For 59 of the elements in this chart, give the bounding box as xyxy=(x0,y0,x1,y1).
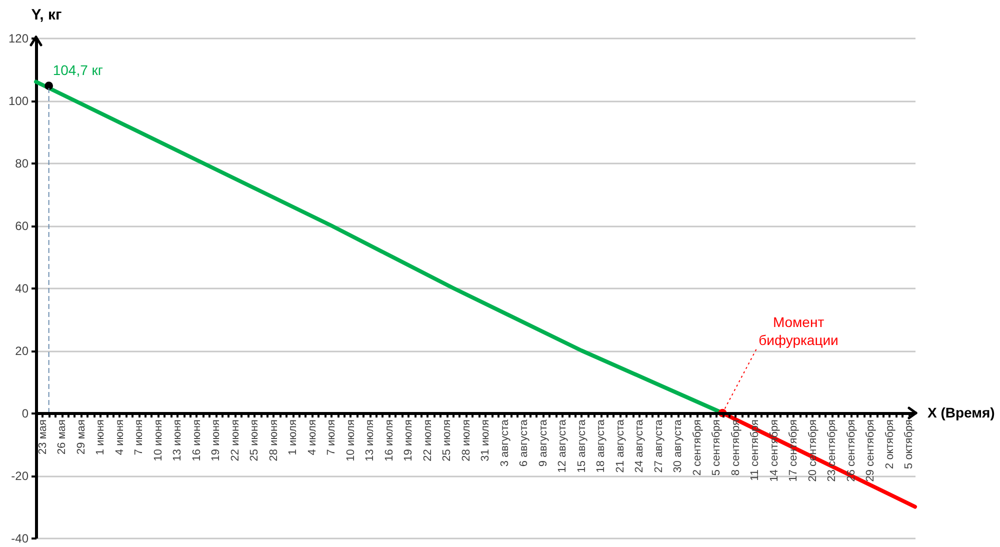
y-tick-label: 120 xyxy=(8,32,29,46)
x-tick-label: 29 сентября xyxy=(864,419,877,482)
x-tick-label: 31 июля xyxy=(480,419,492,462)
x-tick-label: 5 октября xyxy=(903,419,916,469)
x-tick-label: 20 сентября xyxy=(806,419,819,482)
x-tick-label: 4 июня xyxy=(114,419,126,456)
x-tick-label: 26 сентября xyxy=(845,419,858,482)
x-tick-label: 5 сентября xyxy=(710,419,723,476)
x-tick-label: 1 июня xyxy=(94,419,107,456)
x-tick-label: 2 октября xyxy=(884,419,896,469)
x-tick-label: 4 июля xyxy=(306,419,318,456)
x-tick-label: 13 июня xyxy=(172,419,184,462)
x-tick-label: 17 сентября xyxy=(788,419,800,482)
x-tick-label: 12 августа xyxy=(556,418,569,473)
x-tick-label: 10 июня xyxy=(152,419,164,462)
x-tick-label: 19 июля xyxy=(402,419,415,462)
x-tick-label: 18 августа xyxy=(595,418,608,473)
x-tick-label: 16 июля xyxy=(383,419,396,462)
x-axis-title: X (Время) xyxy=(928,404,995,420)
x-tick-label: 29 мая xyxy=(75,419,88,454)
x-tick-label: 1 июля xyxy=(287,419,300,456)
y-tick-label: 20 xyxy=(15,344,29,358)
x-tick-label: 25 июля xyxy=(441,419,454,462)
x-tick-label: 23 сентября xyxy=(826,419,838,482)
x-tick-label: 15 августа xyxy=(576,418,588,473)
x-tick-label: 23 мая xyxy=(36,419,49,454)
x-tick-label: 24 августа xyxy=(634,418,646,473)
x-tick-label: 7 июля xyxy=(326,419,338,456)
x-tick-label: 21 августа xyxy=(614,418,626,473)
y-tick-label: -40 xyxy=(11,532,29,546)
x-tick-label: 19 июня xyxy=(210,419,222,462)
x-tick-label: 26 мая xyxy=(56,419,68,454)
x-tick-label: 10 июля xyxy=(344,419,357,462)
y-tick-label: -20 xyxy=(11,469,29,483)
annotation: Момент бифуркации xyxy=(758,314,838,348)
x-tick-label: 16 июня xyxy=(190,419,203,462)
x-tick-label: 14 сентября xyxy=(768,419,780,482)
x-tick-label: 2 сентября xyxy=(691,419,704,476)
y-tick-label: 60 xyxy=(15,219,29,233)
y-axis-title: Y, кг xyxy=(31,6,62,24)
x-tick-label: 11 сентября xyxy=(749,419,762,481)
x-tick-label: 30 августа xyxy=(672,418,684,473)
x-tick-label: 6 августа xyxy=(518,418,530,467)
x-tick-label: 22 июля xyxy=(422,419,434,462)
y-tick-label: 80 xyxy=(15,156,29,170)
x-tick-label: 9 августа xyxy=(537,418,550,467)
x-tick-label: 13 июля xyxy=(364,419,376,462)
y-tick-label: 0 xyxy=(22,406,29,420)
x-tick-label: 25 июня xyxy=(248,419,261,462)
y-tick-label: 100 xyxy=(8,94,29,108)
y-tick-label: 40 xyxy=(15,282,29,296)
x-tick-label: 28 июня xyxy=(268,419,280,462)
x-tick-label: 7 июня xyxy=(133,419,146,456)
x-tick-label: 3 августа xyxy=(498,418,511,467)
x-tick-label: 22 июня xyxy=(229,419,242,462)
x-tick-label: 28 июля xyxy=(460,419,472,462)
x-tick-label: 27 августа xyxy=(652,418,665,473)
annotation: 104,7 кг xyxy=(52,62,103,78)
x-tick-label: 8 сентября xyxy=(730,419,742,476)
